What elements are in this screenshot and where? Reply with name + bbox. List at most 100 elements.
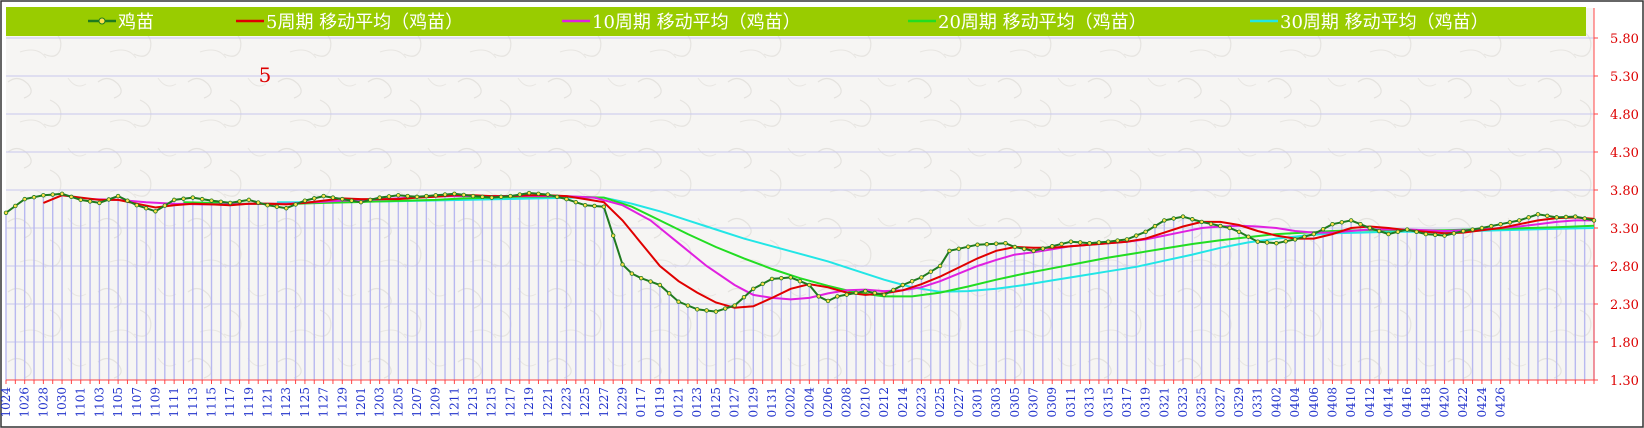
data-point xyxy=(396,193,401,198)
x-tick-label: 1217 xyxy=(503,387,517,418)
data-point xyxy=(340,196,345,202)
x-tick-label: 0125 xyxy=(709,387,723,418)
data-point xyxy=(1470,227,1475,232)
x-tick-label: 1221 xyxy=(541,387,555,418)
data-point xyxy=(69,194,74,200)
y-tick-label: 2.30 xyxy=(1610,298,1639,313)
x-tick-label: 0410 xyxy=(1344,387,1358,418)
x-tick-label: 0323 xyxy=(1176,387,1190,418)
x-tick-label: 0202 xyxy=(784,387,798,418)
data-point xyxy=(947,248,952,253)
x-tick-label: 1113 xyxy=(186,387,200,418)
data-point xyxy=(1162,218,1167,223)
x-tick-label: 0210 xyxy=(858,387,872,418)
data-point xyxy=(1563,214,1569,220)
x-tick-label: 0414 xyxy=(1381,387,1395,418)
data-point xyxy=(13,203,18,209)
x-tick-label: 0117 xyxy=(634,387,648,418)
legend-bar xyxy=(6,7,1586,36)
x-tick-label: 1103 xyxy=(92,387,106,418)
data-point xyxy=(1190,217,1195,222)
x-tick-label: 0208 xyxy=(840,387,854,418)
data-point xyxy=(853,290,859,296)
data-point xyxy=(115,193,121,199)
x-tick-label: 1215 xyxy=(485,387,499,418)
data-point xyxy=(648,279,653,284)
data-point xyxy=(1386,231,1391,237)
data-point xyxy=(1124,237,1130,242)
data-point xyxy=(358,199,364,205)
data-point xyxy=(442,192,448,197)
data-point xyxy=(312,196,317,201)
legend-label: 鸡苗 xyxy=(118,12,154,33)
data-point xyxy=(237,199,242,204)
data-point xyxy=(461,192,466,198)
x-tick-label: 0309 xyxy=(1045,387,1059,418)
data-point xyxy=(713,309,719,314)
data-point xyxy=(508,193,513,199)
data-point xyxy=(470,193,476,199)
data-point xyxy=(1432,232,1438,238)
data-point xyxy=(1573,214,1578,219)
legend-label: 10周期 移动平均（鸡苗） xyxy=(592,12,801,33)
data-point xyxy=(620,262,625,267)
data-point xyxy=(199,196,205,202)
data-point xyxy=(424,193,429,199)
legend-marker xyxy=(98,17,106,25)
x-tick-label: 0321 xyxy=(1157,387,1171,418)
data-point xyxy=(1545,213,1550,219)
x-tick-label: 0327 xyxy=(1213,387,1227,418)
x-tick-label: 0307 xyxy=(1027,387,1041,418)
x-tick-label: 0225 xyxy=(933,387,947,418)
data-point xyxy=(97,200,102,206)
x-tick-label: 1225 xyxy=(578,387,592,418)
x-tick-label: 0129 xyxy=(746,387,760,418)
data-point xyxy=(1414,229,1419,234)
x-tick-label: 0404 xyxy=(1288,387,1302,418)
x-tick-label: 0131 xyxy=(765,387,779,418)
legend-label: 5周期 移动平均（鸡苗） xyxy=(266,12,463,33)
data-point xyxy=(181,196,186,201)
data-point xyxy=(1582,216,1587,221)
data-point xyxy=(872,290,877,296)
data-point xyxy=(1302,234,1307,239)
y-tick-label: 5.80 xyxy=(1610,32,1639,47)
data-point xyxy=(153,209,158,214)
x-tick-label: 1026 xyxy=(18,387,32,418)
x-tick-label: 1107 xyxy=(130,387,144,418)
data-point xyxy=(368,197,373,203)
data-point xyxy=(1591,218,1597,223)
data-point xyxy=(545,192,550,197)
data-point xyxy=(41,193,46,198)
data-point xyxy=(816,294,821,299)
data-point xyxy=(881,292,887,298)
data-point xyxy=(1012,244,1018,250)
data-point xyxy=(22,196,27,202)
data-point xyxy=(274,204,280,209)
x-tick-label: 1205 xyxy=(391,387,405,418)
data-point xyxy=(489,195,494,200)
data-point xyxy=(844,292,849,297)
data-point xyxy=(993,241,999,246)
data-point xyxy=(788,275,793,280)
data-point xyxy=(1255,239,1260,244)
data-point xyxy=(1059,241,1064,247)
data-point xyxy=(50,192,55,197)
data-point xyxy=(610,233,616,238)
data-point xyxy=(1376,228,1382,234)
data-point xyxy=(1199,219,1204,225)
data-point xyxy=(227,200,233,206)
x-tick-label: 0303 xyxy=(989,387,1003,418)
x-tick-label: 1211 xyxy=(447,387,461,418)
data-point xyxy=(769,276,775,282)
x-tick-label: 0206 xyxy=(821,387,835,418)
x-tick-label: 0422 xyxy=(1456,387,1470,418)
legend-label: 30周期 移动平均（鸡苗） xyxy=(1280,12,1489,33)
data-point xyxy=(629,271,635,276)
data-point xyxy=(1236,229,1242,234)
data-point xyxy=(106,197,111,202)
x-tick-label: 0204 xyxy=(802,387,816,418)
data-point xyxy=(171,197,177,203)
x-tick-label: 0123 xyxy=(690,387,704,418)
data-point xyxy=(321,193,326,199)
